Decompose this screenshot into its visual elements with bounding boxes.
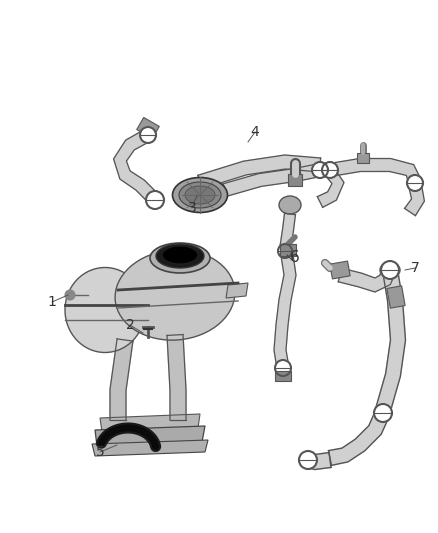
Text: 6: 6 <box>290 250 300 265</box>
Text: 3: 3 <box>187 201 196 215</box>
Polygon shape <box>338 265 396 292</box>
Circle shape <box>275 360 291 376</box>
Polygon shape <box>92 440 208 456</box>
Ellipse shape <box>380 262 400 278</box>
Bar <box>280 244 296 256</box>
Polygon shape <box>328 409 390 465</box>
Polygon shape <box>198 155 321 189</box>
Bar <box>275 371 291 381</box>
Circle shape <box>381 261 399 279</box>
Circle shape <box>299 451 317 469</box>
Circle shape <box>65 290 75 300</box>
Ellipse shape <box>185 186 215 204</box>
Polygon shape <box>376 269 406 412</box>
Text: 5: 5 <box>95 445 104 459</box>
Polygon shape <box>223 164 321 196</box>
Polygon shape <box>279 213 296 251</box>
Polygon shape <box>113 130 159 205</box>
Polygon shape <box>405 184 424 216</box>
Text: 4: 4 <box>251 125 259 139</box>
Ellipse shape <box>279 196 301 214</box>
Bar <box>330 261 350 279</box>
Ellipse shape <box>150 243 210 273</box>
Polygon shape <box>95 426 205 446</box>
Circle shape <box>278 244 292 258</box>
Ellipse shape <box>65 268 145 352</box>
Ellipse shape <box>115 250 235 340</box>
Text: 1: 1 <box>48 295 57 309</box>
Bar <box>357 153 369 163</box>
Text: 2: 2 <box>126 318 134 332</box>
Bar <box>137 117 159 139</box>
Polygon shape <box>95 270 220 335</box>
Circle shape <box>140 127 156 143</box>
Polygon shape <box>274 254 296 369</box>
Polygon shape <box>226 283 248 298</box>
Circle shape <box>322 162 338 178</box>
Polygon shape <box>167 335 186 420</box>
Circle shape <box>312 162 328 178</box>
Bar <box>387 286 405 308</box>
Polygon shape <box>110 339 133 420</box>
Ellipse shape <box>179 182 221 208</box>
Text: 7: 7 <box>411 261 419 275</box>
Circle shape <box>407 175 423 191</box>
Ellipse shape <box>173 177 227 213</box>
Ellipse shape <box>156 244 204 268</box>
Circle shape <box>146 191 164 209</box>
Polygon shape <box>316 163 344 207</box>
Polygon shape <box>329 158 421 184</box>
Polygon shape <box>304 453 331 470</box>
Polygon shape <box>100 414 200 432</box>
Circle shape <box>374 404 392 422</box>
Bar <box>288 174 302 186</box>
Ellipse shape <box>162 246 198 264</box>
